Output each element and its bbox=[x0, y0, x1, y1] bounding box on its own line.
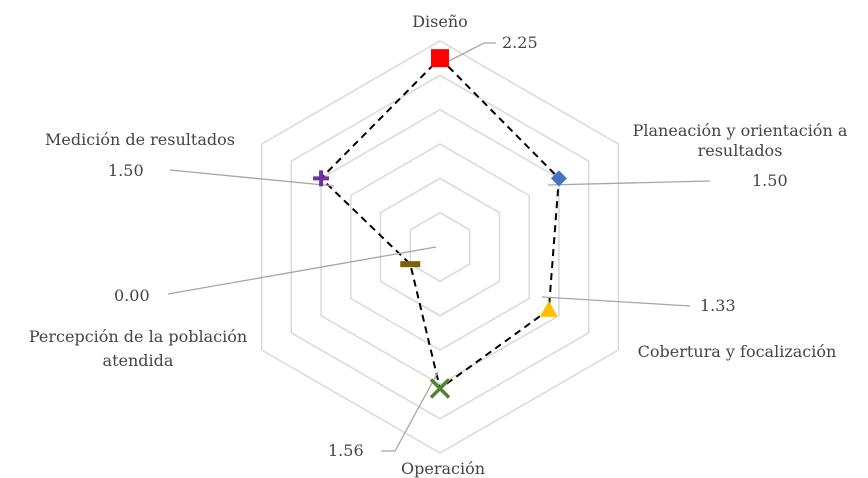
leader-line bbox=[167, 246, 437, 295]
category-label: Percepción de la población atendida bbox=[29, 327, 247, 370]
category-label-line: Planeación y orientación a bbox=[633, 121, 848, 140]
radar-grid bbox=[260, 40, 620, 454]
leader-line bbox=[381, 371, 439, 452]
data-point-diamond bbox=[550, 170, 567, 187]
leader-line bbox=[444, 42, 496, 64]
value-label: 0.00 bbox=[114, 286, 150, 305]
category-label-line: Percepción de la población bbox=[29, 327, 247, 346]
value-labels: 2.25 1.50 1.33 1.56 0.00 1.50 bbox=[108, 33, 788, 460]
grid-ring bbox=[379, 177, 501, 317]
grid-ring bbox=[409, 211, 471, 283]
leader-line bbox=[541, 296, 691, 307]
category-label-line: atendida bbox=[103, 351, 174, 370]
category-label-line: resultados bbox=[698, 141, 783, 160]
grid-ring bbox=[290, 74, 590, 420]
value-label: 2.25 bbox=[502, 33, 538, 52]
series-line bbox=[319, 56, 560, 391]
category-labels: Diseño Planeación y orientación a resultad… bbox=[29, 12, 848, 478]
value-label: 1.50 bbox=[752, 171, 788, 190]
category-label: Cobertura y focalización bbox=[638, 342, 837, 361]
category-label-line: Diseño bbox=[412, 12, 468, 31]
leader-line bbox=[169, 169, 335, 187]
data-point-dash bbox=[400, 261, 421, 268]
category-label-line: Cobertura y focalización bbox=[638, 342, 837, 361]
category-label-line: Medición de resultados bbox=[45, 130, 235, 149]
radar-series bbox=[319, 56, 560, 391]
category-label: Medición de resultados bbox=[45, 130, 235, 149]
category-label-line: Operación bbox=[401, 459, 485, 478]
x-stroke bbox=[429, 378, 451, 399]
grid-ring bbox=[320, 108, 560, 386]
data-markers bbox=[313, 49, 567, 399]
data-point-square bbox=[431, 49, 449, 68]
data-point-triangle bbox=[539, 300, 558, 317]
category-label: Diseño bbox=[412, 12, 468, 31]
value-label: 1.33 bbox=[700, 296, 736, 315]
value-label: 1.50 bbox=[108, 161, 144, 180]
category-label: Operación bbox=[401, 459, 485, 478]
leader-line bbox=[547, 180, 711, 186]
value-label: 1.56 bbox=[328, 441, 364, 460]
leader-lines bbox=[167, 42, 711, 452]
data-point-plus bbox=[313, 170, 330, 187]
grid-ring bbox=[350, 143, 530, 351]
grid-ring bbox=[260, 40, 620, 454]
category-label: Planeación y orientación a resultados bbox=[633, 121, 848, 160]
data-point-x bbox=[429, 378, 451, 399]
